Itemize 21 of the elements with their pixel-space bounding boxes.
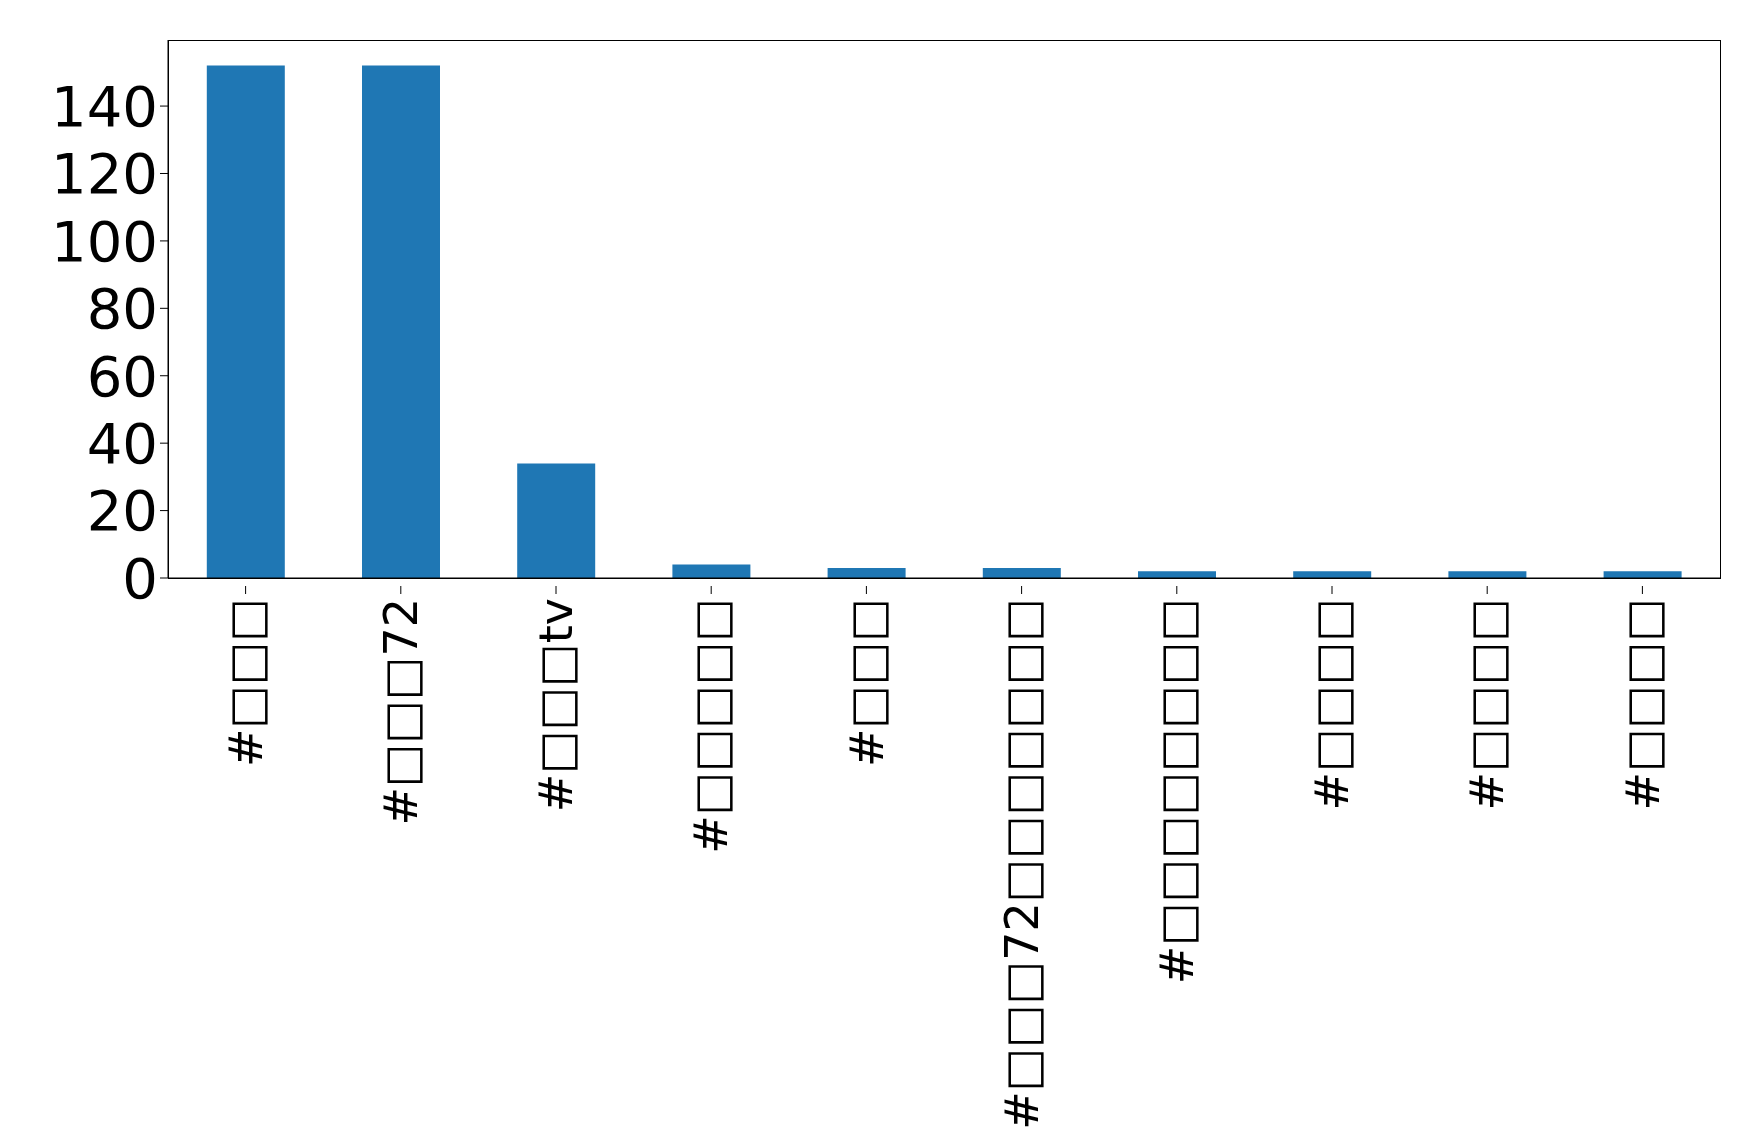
x-tick-label: #□□□72□□□□□□□ [994,598,1049,1130]
y-tick-label: 20 [86,478,158,544]
y-tick-label: 100 [51,208,158,274]
x-tick-label: #□□□□ [1305,598,1360,811]
x-tick-label: #□□□tv [529,598,584,813]
x-tick-label: #□□□□ [1460,598,1515,811]
y-tick-label: 120 [51,141,158,207]
x-tick-label: #□□□□□ [684,598,739,854]
x-tick-label: #□□□ [839,598,894,767]
x-tick-label: #□□□□□□□□ [1149,598,1204,985]
y-tick-label: 0 [122,545,158,611]
bar [517,463,596,578]
y-tick-label: 140 [51,73,158,139]
x-tick-label: #□□□□ [1615,598,1670,811]
x-tick-label: #□□□72 [373,598,428,826]
bar [206,65,285,578]
x-tick-label: #□□□ [218,598,273,767]
y-tick-label: 80 [86,276,158,342]
y-tick-label: 60 [86,343,158,409]
bar [362,65,440,578]
y-tick-label: 40 [86,411,158,477]
